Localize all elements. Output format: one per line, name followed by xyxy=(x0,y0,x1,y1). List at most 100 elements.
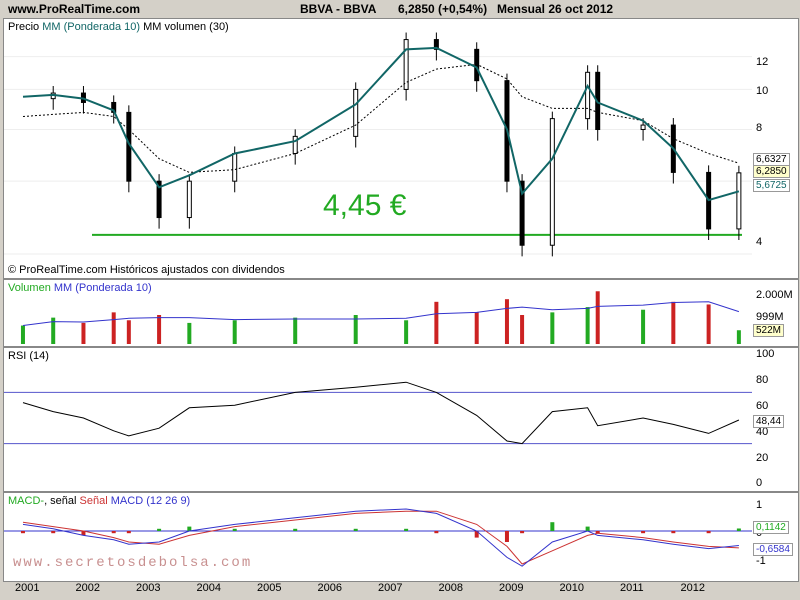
legend-volume: Volumen xyxy=(8,282,51,294)
volume-chart xyxy=(20,291,741,344)
rsi-chart xyxy=(4,381,753,445)
volume-tick: 2.000M xyxy=(756,289,793,301)
legend-signal: Señal xyxy=(79,495,108,507)
macd-tick: 1 xyxy=(756,499,763,511)
price-tick: 12 xyxy=(756,56,769,68)
macd-hist-bar xyxy=(641,531,646,534)
macd-hist-bar xyxy=(520,531,525,534)
price-axis: 12 10 8 6 4 6,6327 6,2850 5,6725 xyxy=(752,18,799,279)
volume-bar xyxy=(550,312,555,344)
macd-axis: 1 0 -1 0,1142 -0,6584 xyxy=(752,492,799,582)
volume-bar xyxy=(474,312,479,344)
price-footer: © ProRealTime.com Históricos ajustados c… xyxy=(8,264,285,276)
macd-hist-bar xyxy=(126,531,131,534)
x-tick-label: 2001 xyxy=(15,582,40,594)
macd-panel: MACD-, señal Señal MACD (12 26 9) www.se… xyxy=(3,492,754,582)
price-tag-mm10: 5,6725 xyxy=(753,179,790,192)
candle xyxy=(186,180,192,219)
volume-bar xyxy=(736,330,741,344)
candle xyxy=(549,118,555,246)
chart-date: Mensual 26 oct 2012 xyxy=(497,2,614,16)
header-bar: www.ProRealTime.com BBVA - BBVA 6,2850 (… xyxy=(0,0,800,18)
volume-bar xyxy=(51,317,56,344)
macd-hist-bar xyxy=(187,526,192,531)
macd-hist-bar xyxy=(404,528,409,531)
rsi-tag: 48,44 xyxy=(753,415,785,428)
price-chart xyxy=(4,32,753,257)
rsi-axis: 100 80 60 40 20 0 48,44 xyxy=(752,347,799,492)
rsi-tick: 20 xyxy=(756,452,769,464)
site-name[interactable]: www.ProRealTime.com xyxy=(8,2,141,16)
volume-bar xyxy=(671,301,676,344)
rsi-tick: 40 xyxy=(756,426,769,438)
volume-bar xyxy=(126,320,131,344)
macd-chart xyxy=(4,508,753,567)
x-tick-label: 2009 xyxy=(499,582,524,594)
rsi-tick: 60 xyxy=(756,400,769,412)
mm30-line xyxy=(22,63,740,173)
macd-hist-bar xyxy=(504,531,509,542)
macd-hist-bar xyxy=(736,528,741,531)
support-label: 4,45 € xyxy=(323,189,407,222)
price-panel: Precio MM (Ponderada 10) MM volumen (30)… xyxy=(3,18,754,279)
rsi-panel: RSI (14) xyxy=(3,347,754,492)
macd-hist-bar xyxy=(81,531,86,536)
legend-volume-mm: MM (Ponderada 10) xyxy=(53,282,152,294)
candle xyxy=(736,172,742,230)
legend-price: Precio xyxy=(8,21,40,33)
volume-mm-line xyxy=(22,301,740,326)
macd-hist-bar xyxy=(474,531,479,538)
x-tick-label: 2002 xyxy=(75,582,100,594)
x-tick-label: 2008 xyxy=(438,582,463,594)
macd-line xyxy=(22,508,739,567)
candle xyxy=(232,152,238,182)
candle xyxy=(353,88,359,137)
volume-tag: 522M xyxy=(753,324,785,337)
x-tick-label: 2012 xyxy=(680,582,705,594)
legend-mm10: MM (Ponderada 10) xyxy=(42,21,141,33)
price-tag-last: 6,2850 xyxy=(753,165,790,178)
macd-hist-bar xyxy=(706,531,711,534)
volume-bar xyxy=(585,307,590,344)
candle xyxy=(156,180,162,219)
volume-legend: Volumen MM (Ponderada 10) xyxy=(8,282,152,294)
volume-bar xyxy=(353,315,358,344)
x-tick-label: 2003 xyxy=(136,582,161,594)
rsi-tick: 80 xyxy=(756,374,769,386)
legend-macd-minus: MACD- xyxy=(8,495,45,507)
x-tick-label: 2011 xyxy=(620,582,644,594)
candle xyxy=(640,124,646,131)
macd-hist-bar xyxy=(20,531,25,534)
volume-bar xyxy=(20,325,25,344)
volume-bar xyxy=(520,315,525,344)
macd-legend: MACD-, señal Señal MACD (12 26 9) xyxy=(8,495,190,507)
x-tick-label: 2005 xyxy=(257,582,282,594)
macd-hist-bar xyxy=(671,531,676,534)
rsi-tick: 100 xyxy=(756,348,775,360)
watermark: www.secretosdebolsa.com xyxy=(13,555,253,571)
ticker: BBVA - BBVA xyxy=(300,2,377,16)
volume-tick: 999M xyxy=(756,311,784,323)
volume-bar xyxy=(157,315,162,344)
candle xyxy=(403,39,409,90)
macd-hist-bar xyxy=(434,531,439,534)
macd-hist-bar xyxy=(550,522,555,531)
x-axis: 2001 2002 2003 2004 2005 2006 2007 2008 2009 2010… xyxy=(3,582,752,598)
price-tick: 10 xyxy=(756,85,769,97)
macd-hist-bar xyxy=(595,531,600,534)
volume-bar xyxy=(595,291,600,344)
candle xyxy=(474,48,480,82)
macd-tag-hist: 0,1142 xyxy=(753,521,789,534)
candle xyxy=(292,135,298,154)
volume-bar xyxy=(434,301,439,344)
macd-tag-line: -0,6584 xyxy=(753,543,793,556)
price-tick: 8 xyxy=(756,122,763,134)
volume-bar xyxy=(111,312,116,344)
macd-hist-bar xyxy=(111,531,116,534)
legend-macd-sep: , señal xyxy=(44,495,77,507)
volume-bar xyxy=(187,322,192,344)
price-tick: 4 xyxy=(756,236,763,248)
macd-hist-bar xyxy=(157,528,162,531)
macd-hist-bar xyxy=(353,528,358,531)
candle xyxy=(585,71,591,120)
